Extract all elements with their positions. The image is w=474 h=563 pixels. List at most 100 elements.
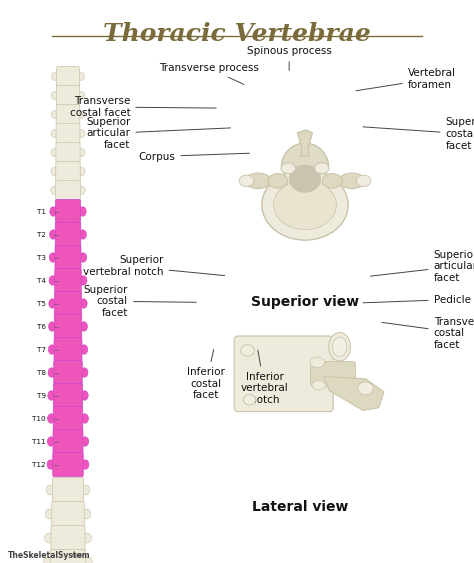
Text: T5: T5 xyxy=(37,301,46,307)
Ellipse shape xyxy=(52,73,58,81)
Ellipse shape xyxy=(51,168,57,175)
Text: Vertebral
foramen: Vertebral foramen xyxy=(356,68,456,91)
Ellipse shape xyxy=(358,382,374,395)
Ellipse shape xyxy=(80,253,87,262)
Text: T6: T6 xyxy=(37,324,46,330)
Text: Spinous process: Spinous process xyxy=(246,46,332,70)
Ellipse shape xyxy=(47,414,55,423)
Ellipse shape xyxy=(44,557,52,563)
Ellipse shape xyxy=(45,533,53,543)
FancyBboxPatch shape xyxy=(56,86,80,105)
Text: Superior
vertebral notch: Superior vertebral notch xyxy=(83,255,225,276)
FancyBboxPatch shape xyxy=(54,383,82,408)
Ellipse shape xyxy=(82,485,90,495)
Text: Thoracic Vertebrae: Thoracic Vertebrae xyxy=(103,22,371,46)
Polygon shape xyxy=(282,144,328,167)
Ellipse shape xyxy=(47,437,55,446)
FancyBboxPatch shape xyxy=(55,245,81,270)
Ellipse shape xyxy=(49,299,56,308)
Ellipse shape xyxy=(79,187,85,194)
FancyBboxPatch shape xyxy=(52,502,84,526)
Ellipse shape xyxy=(80,322,87,331)
Ellipse shape xyxy=(244,395,256,405)
Polygon shape xyxy=(267,176,278,187)
Ellipse shape xyxy=(78,73,84,81)
Ellipse shape xyxy=(51,187,57,194)
Ellipse shape xyxy=(356,175,371,186)
Text: Pedicle: Pedicle xyxy=(363,294,471,305)
Ellipse shape xyxy=(79,230,86,239)
Text: Superior
costal
facet: Superior costal facet xyxy=(83,285,196,318)
FancyBboxPatch shape xyxy=(55,199,81,224)
Text: Superior view: Superior view xyxy=(251,295,359,309)
FancyBboxPatch shape xyxy=(51,525,85,551)
FancyBboxPatch shape xyxy=(56,142,80,163)
FancyBboxPatch shape xyxy=(56,105,80,124)
FancyBboxPatch shape xyxy=(50,549,86,563)
Ellipse shape xyxy=(51,111,58,118)
Ellipse shape xyxy=(79,129,85,137)
Ellipse shape xyxy=(78,92,84,99)
Ellipse shape xyxy=(79,168,85,175)
Ellipse shape xyxy=(79,207,86,216)
FancyBboxPatch shape xyxy=(53,430,83,454)
Ellipse shape xyxy=(81,391,88,400)
Text: T1: T1 xyxy=(37,209,46,215)
Text: Transverse
costal facet: Transverse costal facet xyxy=(70,96,216,118)
Text: T10: T10 xyxy=(32,416,46,422)
Ellipse shape xyxy=(322,173,342,188)
FancyBboxPatch shape xyxy=(53,453,83,476)
FancyBboxPatch shape xyxy=(54,360,82,385)
Text: TheSkeletalSystem: TheSkeletalSystem xyxy=(8,551,91,560)
Ellipse shape xyxy=(241,345,255,356)
Ellipse shape xyxy=(47,460,54,469)
Ellipse shape xyxy=(314,163,329,174)
Ellipse shape xyxy=(48,322,56,331)
Text: T12: T12 xyxy=(32,462,46,468)
Text: Superior
articular
facet: Superior articular facet xyxy=(371,250,474,283)
Ellipse shape xyxy=(268,173,288,188)
Ellipse shape xyxy=(49,253,56,262)
Text: Transverse
costal
facet: Transverse costal facet xyxy=(382,317,474,350)
Text: T2: T2 xyxy=(37,232,46,238)
FancyBboxPatch shape xyxy=(56,66,80,87)
Ellipse shape xyxy=(83,533,91,543)
FancyBboxPatch shape xyxy=(55,181,81,200)
Ellipse shape xyxy=(310,357,325,368)
Text: .net: .net xyxy=(70,553,82,558)
Ellipse shape xyxy=(281,163,296,174)
Ellipse shape xyxy=(80,299,87,308)
Text: Transverse process: Transverse process xyxy=(159,63,258,84)
Text: Inferior
vertebral
notch: Inferior vertebral notch xyxy=(241,350,288,405)
Ellipse shape xyxy=(339,173,365,189)
Ellipse shape xyxy=(48,368,55,377)
Ellipse shape xyxy=(81,368,88,377)
FancyBboxPatch shape xyxy=(55,222,81,247)
Ellipse shape xyxy=(289,165,321,193)
FancyBboxPatch shape xyxy=(55,269,81,293)
Ellipse shape xyxy=(273,180,337,230)
Ellipse shape xyxy=(78,111,85,118)
Ellipse shape xyxy=(48,345,55,354)
FancyBboxPatch shape xyxy=(54,337,82,361)
Polygon shape xyxy=(332,176,343,187)
Ellipse shape xyxy=(82,437,89,446)
Text: Superior
costal
facet: Superior costal facet xyxy=(363,118,474,150)
Ellipse shape xyxy=(83,509,91,519)
Text: T3: T3 xyxy=(37,255,46,261)
Ellipse shape xyxy=(262,169,348,240)
Ellipse shape xyxy=(80,276,87,285)
Ellipse shape xyxy=(82,460,89,469)
FancyBboxPatch shape xyxy=(53,477,83,503)
FancyBboxPatch shape xyxy=(234,336,333,412)
Ellipse shape xyxy=(328,333,350,361)
Text: T4: T4 xyxy=(37,278,46,284)
Polygon shape xyxy=(324,377,384,410)
FancyBboxPatch shape xyxy=(54,315,82,338)
Ellipse shape xyxy=(79,149,85,157)
Text: T11: T11 xyxy=(32,439,46,445)
Ellipse shape xyxy=(81,345,88,354)
Text: T9: T9 xyxy=(37,393,46,399)
Ellipse shape xyxy=(45,509,53,519)
FancyBboxPatch shape xyxy=(310,361,356,386)
